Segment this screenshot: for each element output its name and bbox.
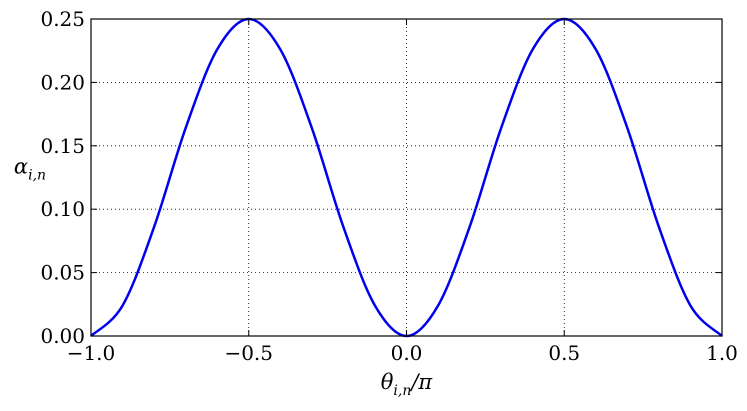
- x-axis-label: θi,n/π: [381, 370, 434, 399]
- x-axis-label-main: θ: [381, 370, 394, 394]
- x-tick-label: 0.5: [548, 341, 580, 365]
- y-axis-label: αi,n: [14, 155, 46, 184]
- y-axis-label-sub: i,n: [28, 168, 46, 184]
- x-axis-label-sub: i,n: [393, 383, 411, 399]
- y-tick-label: 0.00: [40, 324, 85, 348]
- y-tick-label: 0.10: [40, 197, 85, 221]
- plot-frame: [90, 18, 723, 337]
- series-layer: [90, 17, 723, 338]
- grid-lines: [90, 18, 723, 337]
- x-tick-label: 1.0: [706, 341, 738, 365]
- series-line: [90, 17, 723, 338]
- x-axis-label-suffix: /π: [409, 370, 433, 394]
- tick-labels: −1.0 −0.5 0.0 0.5 1.0 0.00 0.05 0.10 0.15 0.20 0.2…: [40, 7, 737, 365]
- y-tick-label: 0.05: [40, 261, 85, 285]
- y-tick-label: 0.25: [40, 7, 85, 31]
- y-axis-label-main: α: [14, 155, 28, 179]
- x-tick-label: −1.0: [67, 341, 116, 365]
- x-tick-label: 0.0: [391, 341, 423, 365]
- x-tick-label: −0.5: [224, 341, 273, 365]
- y-tick-label: 0.15: [40, 134, 85, 158]
- tick-marks: [90, 18, 723, 337]
- y-tick-label: 0.20: [40, 70, 85, 94]
